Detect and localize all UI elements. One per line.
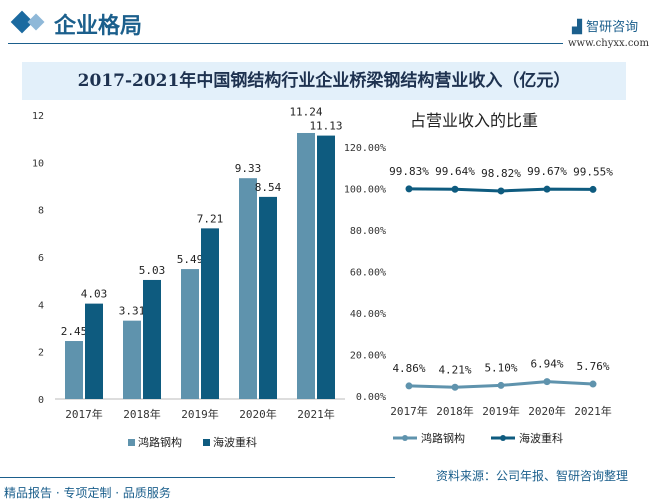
y-tick-label: 80.00% [350, 226, 386, 237]
x-tick-label: 2021年 [297, 407, 335, 421]
data-label: 11.24 [289, 106, 322, 119]
point [451, 185, 459, 193]
point [589, 185, 597, 193]
data-label: 99.67% [527, 165, 567, 178]
data-label: 11.13 [309, 120, 342, 133]
logo-icon: ▟ [572, 20, 582, 35]
bar-鸿路钢构 [297, 132, 315, 399]
logo-text: 智研咨询 [586, 20, 639, 35]
y-tick-label: 100.00% [344, 185, 386, 196]
bar-鸿路钢构 [181, 269, 199, 399]
y-tick-label: 20.00% [350, 351, 386, 362]
data-label: 99.83% [389, 165, 429, 178]
bar-海波重科 [259, 196, 277, 399]
y-tick-label: 0.00% [356, 392, 386, 403]
data-label: 6.94% [530, 358, 563, 371]
chart-title: 2017-2021年中国钢结构行业企业桥梁钢结构营业收入（亿元） [77, 71, 571, 91]
legend-label: 鸿路钢构 [138, 435, 182, 449]
line-chart-title: 占营业收入的比重 [410, 111, 538, 130]
url: www.chyxx.com [568, 38, 649, 49]
bar-鸿路钢构 [123, 320, 141, 399]
y-tick-label: 10 [32, 158, 44, 169]
point [543, 185, 551, 193]
data-label: 5.03 [139, 264, 166, 277]
divider [8, 43, 563, 44]
x-tick-label: 2017年 [390, 404, 428, 418]
bar-鸿路钢构 [239, 178, 257, 399]
data-label: 98.82% [481, 167, 521, 180]
y-tick-label: 40.00% [350, 309, 386, 320]
point [589, 380, 597, 388]
bar-海波重科 [317, 135, 335, 399]
y-tick-label: 120.00% [344, 143, 386, 154]
data-label: 8.54 [255, 181, 282, 194]
y-tick-label: 6 [38, 253, 44, 264]
point [497, 381, 505, 389]
y-tick-label: 60.00% [350, 268, 386, 279]
data-label: 3.31 [119, 305, 146, 318]
legend-label: 海波重科 [213, 435, 257, 449]
legend-marker [500, 435, 506, 441]
bar-海波重科 [201, 228, 219, 399]
data-label: 5.76% [576, 360, 609, 373]
data-label: 5.10% [484, 361, 517, 374]
slogan: 精品报告 · 专项定制 · 品质服务 [4, 486, 171, 500]
legend-marker [402, 435, 408, 441]
section-title: 企业格局 [54, 14, 143, 39]
data-label: 5.49 [177, 253, 204, 266]
y-tick-label: 2 [38, 348, 44, 359]
logo: ▟ 智研咨询 [572, 16, 638, 35]
y-tick-label: 4 [38, 300, 44, 311]
x-tick-label: 2019年 [181, 407, 219, 421]
data-label: 2.45 [61, 325, 88, 338]
x-tick-label: 2021年 [574, 404, 612, 418]
point [405, 185, 413, 193]
y-tick-label: 0 [38, 395, 44, 406]
point [451, 383, 459, 391]
legend-swatch [203, 439, 210, 446]
data-label: 7.21 [197, 212, 224, 225]
x-tick-label: 2018年 [436, 404, 474, 418]
bar-海波重科 [85, 303, 103, 399]
x-tick-label: 2017年 [65, 407, 103, 421]
bar-鸿路钢构 [65, 341, 83, 399]
legend-label: 鸿路钢构 [421, 431, 465, 445]
bar-海波重科 [143, 279, 161, 399]
x-tick-label: 2018年 [123, 407, 161, 421]
data-label: 9.33 [235, 162, 262, 175]
point [405, 382, 413, 390]
divider [0, 477, 395, 478]
legend-label: 海波重科 [519, 431, 563, 445]
data-label: 4.21% [438, 363, 471, 376]
y-tick-label: 12 [32, 111, 44, 122]
title-band [22, 62, 626, 100]
y-tick-label: 8 [38, 206, 44, 217]
data-label: 4.03 [81, 288, 108, 301]
x-tick-label: 2020年 [239, 407, 277, 421]
source-note: 资料来源：公司年报、智研咨询整理 [436, 469, 629, 483]
legend-swatch [128, 439, 135, 446]
data-label: 4.86% [392, 362, 425, 375]
point [543, 378, 551, 386]
x-tick-label: 2020年 [528, 404, 566, 418]
data-label: 99.64% [435, 165, 475, 178]
data-label: 99.55% [573, 165, 613, 178]
point [497, 187, 505, 195]
x-tick-label: 2019年 [482, 404, 520, 418]
